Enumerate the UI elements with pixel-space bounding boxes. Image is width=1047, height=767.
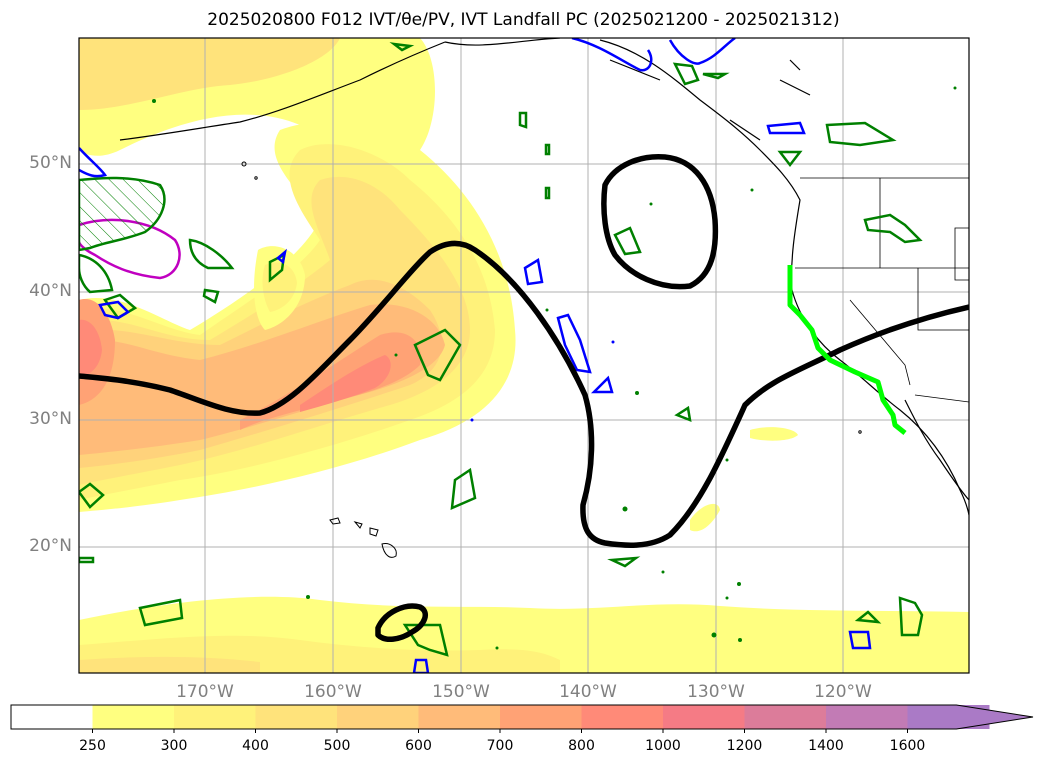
lon-label: 160°W	[304, 682, 362, 702]
lat-label: 50°N	[29, 153, 72, 173]
colorbar-segment	[744, 705, 827, 729]
lat-label: 40°N	[29, 281, 72, 301]
coastlines	[119, 38, 969, 516]
map-title: 2025020800 F012 IVT/θe/PV, IVT Landfall …	[207, 10, 840, 30]
colorbar-extend-arrow	[907, 705, 1033, 729]
colorbar-tick-label: 600	[405, 738, 432, 754]
colorbar-segment	[663, 705, 745, 729]
lat-label: 30°N	[29, 409, 72, 429]
colorbar-tick-label: 1000	[645, 738, 681, 754]
colorbar-tick-label: 500	[323, 738, 351, 754]
colorbar-tick-label: 250	[79, 738, 106, 754]
colorbar-segment	[11, 705, 93, 729]
colorbar-tick-label: 700	[486, 738, 514, 754]
colorbar-tick-label: 800	[568, 738, 595, 754]
colorbar-segment	[337, 705, 419, 729]
colorbar-tick-label: 400	[242, 738, 269, 754]
theta-dots	[470, 340, 615, 422]
pv-contours	[79, 42, 924, 657]
pv-dots	[152, 86, 957, 650]
colorbar-segment	[255, 705, 338, 729]
colorbar-segment	[92, 705, 175, 729]
colorbar-segment	[826, 705, 908, 729]
colorbar-segment	[500, 705, 582, 729]
lon-label: 120°W	[814, 682, 872, 702]
colorbar-segment	[581, 705, 664, 729]
lon-label: 150°W	[432, 682, 490, 702]
map-frame	[78, 37, 970, 674]
hatched-region	[79, 176, 166, 252]
lon-label: 140°W	[559, 682, 617, 702]
colorbar-tick-label: 300	[160, 738, 188, 754]
colorbar-outline	[10, 704, 1034, 730]
colorbar-tick-label: 1600	[889, 738, 926, 754]
lat-label: 20°N	[29, 536, 72, 556]
colorbar-segment	[418, 705, 501, 729]
lon-label: 170°W	[176, 682, 234, 702]
pc-contours	[79, 154, 969, 642]
colorbar-tick-label: 1200	[726, 738, 763, 754]
islands	[241, 161, 862, 558]
colorbar-segment	[174, 705, 256, 729]
graticule	[79, 38, 969, 673]
landfall-line	[787, 265, 907, 435]
colorbar-tick-label: 1400	[808, 738, 844, 754]
ivt-shading	[79, 38, 969, 673]
colorbar	[10, 704, 1034, 733]
theta-contours	[79, 38, 872, 673]
lon-label: 130°W	[687, 682, 745, 702]
